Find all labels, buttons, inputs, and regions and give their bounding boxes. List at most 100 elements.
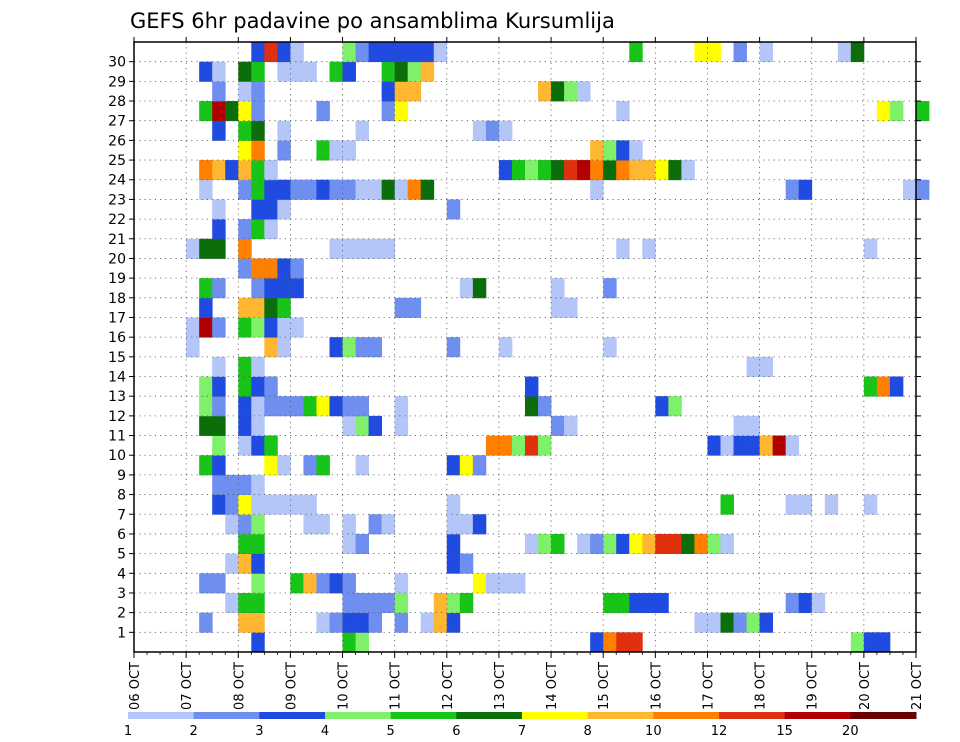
- heatmap-cell: [472, 514, 487, 535]
- heatmap-cell: [381, 514, 396, 535]
- heatmap-cell: [251, 199, 265, 220]
- heatmap-cell: [342, 632, 356, 653]
- heatmap-cell: [525, 160, 539, 181]
- heatmap-cell: [407, 42, 422, 63]
- heatmap-cell: [251, 573, 265, 594]
- heatmap-cell: [564, 81, 578, 102]
- heatmap-cell: [290, 317, 304, 338]
- heatmap-cell: [342, 61, 356, 82]
- heatmap-cell: [446, 199, 461, 220]
- heatmap-cell: [616, 140, 630, 161]
- heatmap-cell: [538, 435, 552, 456]
- heatmap-cell: [199, 238, 213, 259]
- heatmap-cell: [681, 533, 695, 555]
- x-tick-label: 08 OCT: [232, 662, 247, 710]
- heatmap-cell: [511, 435, 526, 456]
- heatmap-cell: [238, 494, 252, 515]
- heatmap-cell: [525, 396, 539, 417]
- heatmap-cell: [811, 592, 826, 614]
- heatmap-cell: [394, 573, 409, 594]
- heatmap-cell: [290, 278, 304, 299]
- colorbar-label: 1: [124, 724, 132, 739]
- heatmap-cell: [238, 376, 252, 397]
- heatmap-cell: [303, 573, 317, 594]
- heatmap-cell: [381, 42, 396, 63]
- heatmap-cell: [199, 61, 213, 82]
- heatmap-cell: [342, 514, 356, 535]
- y-tick-label: 9: [117, 468, 126, 484]
- heatmap-cell: [394, 396, 409, 417]
- heatmap-cell: [733, 42, 747, 63]
- heatmap-cell: [916, 179, 930, 200]
- heatmap-cell: [251, 120, 265, 141]
- heatmap-cell: [394, 81, 409, 102]
- heatmap-cell: [420, 612, 435, 633]
- colorbar-label: 15: [776, 724, 793, 739]
- heatmap-cell: [199, 376, 213, 397]
- heatmap-cell: [603, 337, 617, 358]
- heatmap-cell: [603, 140, 617, 161]
- heatmap-cell: [212, 415, 226, 436]
- x-tick-label: 07 OCT: [180, 662, 195, 710]
- heatmap-cell: [603, 632, 617, 653]
- heatmap-cell: [368, 337, 383, 358]
- heatmap-cell: [446, 514, 461, 535]
- heatmap-cell: [277, 494, 291, 515]
- colorbar-swatch: [325, 712, 392, 719]
- heatmap-cell: [199, 297, 213, 318]
- heatmap-cell: [603, 533, 617, 555]
- heatmap-cell: [590, 533, 604, 555]
- heatmap-cell: [616, 101, 630, 122]
- heatmap-cell: [785, 179, 800, 200]
- heatmap-cell: [746, 356, 760, 377]
- heatmap-cell: [238, 592, 252, 614]
- colorbar-label: 12: [711, 724, 728, 739]
- heatmap-cell: [733, 612, 747, 633]
- heatmap-cell: [694, 42, 708, 63]
- heatmap-cell: [238, 160, 252, 181]
- heatmap-cell: [720, 494, 734, 515]
- heatmap-cell: [199, 612, 213, 633]
- heatmap-cell: [446, 494, 461, 515]
- heatmap-cell: [212, 101, 226, 122]
- heatmap-cell: [876, 376, 891, 397]
- x-tick-label: 19 OCT: [806, 662, 821, 710]
- heatmap-cell: [655, 533, 669, 555]
- heatmap-cell: [837, 42, 852, 63]
- heatmap-cell: [303, 494, 317, 515]
- heatmap-cell: [342, 612, 356, 633]
- heatmap-cell: [264, 337, 278, 358]
- heatmap-cell: [564, 297, 578, 318]
- heatmap-cell: [342, 238, 356, 259]
- heatmap-cell: [225, 592, 239, 614]
- colorbar-label: 3: [255, 724, 263, 739]
- heatmap-cell: [420, 42, 435, 63]
- heatmap-cell: [251, 219, 265, 240]
- y-tick-label: 26: [108, 133, 126, 149]
- colorbar-label: 8: [584, 724, 592, 739]
- heatmap-cell: [381, 101, 396, 122]
- heatmap-cell: [590, 632, 604, 653]
- heatmap-cell: [303, 396, 317, 417]
- x-tick-label: 20 OCT: [858, 662, 873, 710]
- heatmap-cell: [212, 474, 226, 495]
- heatmap-cell: [251, 81, 265, 102]
- heatmap-cell: [629, 140, 643, 161]
- heatmap-cell: [264, 160, 278, 181]
- heatmap-cell: [251, 435, 265, 456]
- heatmap-cell: [277, 317, 291, 338]
- heatmap-cell: [498, 435, 513, 456]
- heatmap-cell: [459, 278, 474, 299]
- heatmap-cell: [186, 337, 200, 358]
- heatmap-cell: [355, 337, 369, 358]
- heatmap-cell: [759, 356, 774, 377]
- heatmap-cell: [251, 396, 265, 417]
- heatmap-cell: [303, 514, 317, 535]
- heatmap-cell: [212, 317, 226, 338]
- heatmap-cell: [251, 160, 265, 181]
- heatmap-cell: [394, 592, 409, 614]
- heatmap-cell: [355, 415, 369, 436]
- heatmap-cell: [433, 592, 448, 614]
- heatmap-cell: [238, 81, 252, 102]
- x-tick-label: 06 OCT: [128, 662, 143, 710]
